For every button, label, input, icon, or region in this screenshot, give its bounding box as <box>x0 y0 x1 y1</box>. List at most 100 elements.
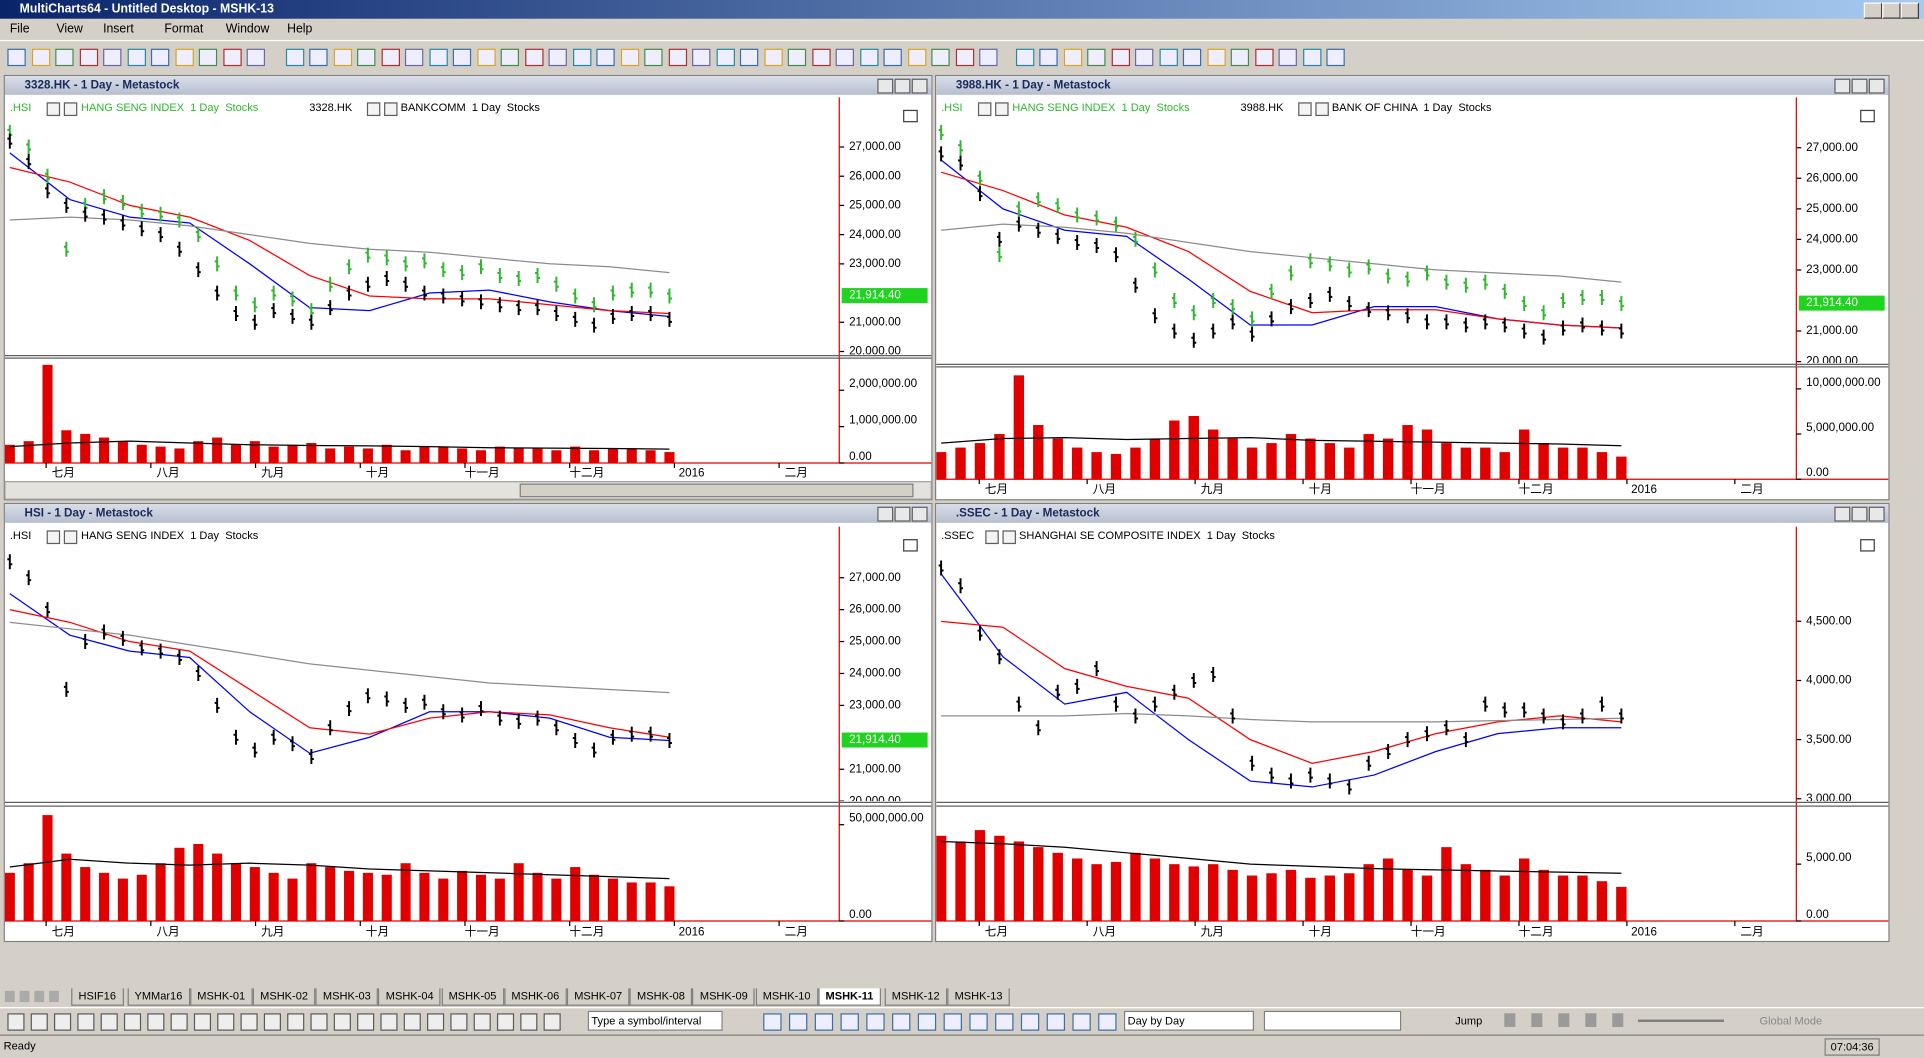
drawing-tool[interactable] <box>287 1013 305 1031</box>
toolbar-button[interactable] <box>955 48 974 67</box>
window-button[interactable] <box>877 506 894 522</box>
drawing-tool[interactable] <box>147 1013 165 1031</box>
desktop-tab[interactable]: MSHK-13 <box>947 988 1010 1006</box>
drawing-tool[interactable] <box>496 1013 515 1031</box>
tab-scroll-button[interactable] <box>34 990 45 1003</box>
window-button[interactable] <box>1900 2 1920 19</box>
toolbar-button[interactable] <box>1326 48 1345 67</box>
window-button[interactable] <box>1851 506 1868 522</box>
toolbar-button[interactable] <box>1072 1013 1091 1031</box>
drawing-tool[interactable] <box>100 1013 118 1031</box>
toolbar-button[interactable] <box>883 48 902 67</box>
desktop-tab[interactable]: MSHK-09 <box>692 988 756 1006</box>
toolbar-button[interactable] <box>1134 48 1154 67</box>
instrument-menu-button[interactable] <box>984 530 999 545</box>
toolbar-button[interactable] <box>380 48 400 67</box>
desktop-tab[interactable]: MSHK-10 <box>755 988 818 1006</box>
chart-options-icon[interactable] <box>1860 109 1875 123</box>
date-dropdown[interactable] <box>1263 1010 1402 1031</box>
toolbar-button[interactable] <box>787 48 807 67</box>
drawing-tool[interactable] <box>357 1013 375 1031</box>
window-button[interactable] <box>911 506 928 522</box>
instrument-menu-button[interactable] <box>1297 102 1312 117</box>
drawing-tool[interactable] <box>77 1013 95 1031</box>
toolbar-button[interactable] <box>1206 48 1226 67</box>
toolbar-button[interactable] <box>644 48 663 67</box>
toolbar-button[interactable] <box>1278 48 1297 67</box>
desktop-tab[interactable]: MSHK-04 <box>378 988 441 1006</box>
toolbar-button[interactable] <box>1015 48 1034 67</box>
toolbar-button[interactable] <box>763 48 783 67</box>
drawing-tool[interactable] <box>217 1013 235 1031</box>
toolbar-button[interactable] <box>995 1013 1014 1031</box>
instrument-menu-button[interactable] <box>1314 102 1329 117</box>
drawing-tool[interactable] <box>263 1013 281 1031</box>
toolbar-button[interactable] <box>285 48 304 67</box>
drawing-tool[interactable] <box>7 1013 25 1031</box>
desktop-tab[interactable]: MSHK-06 <box>504 988 567 1006</box>
window-button[interactable] <box>911 78 928 94</box>
toolbar-button[interactable] <box>692 48 711 67</box>
drawing-tool[interactable] <box>450 1013 468 1031</box>
desktop-tab[interactable]: MSHK-08 <box>629 988 693 1006</box>
toolbar-button[interactable] <box>917 1013 937 1031</box>
instrument-menu-button[interactable] <box>995 102 1009 117</box>
toolbar-button[interactable] <box>1020 1013 1040 1031</box>
drawing-tool[interactable] <box>310 1013 328 1031</box>
drawing-tool[interactable] <box>170 1013 188 1031</box>
toolbar-button[interactable] <box>596 48 615 67</box>
instrument-menu-button[interactable] <box>46 102 61 117</box>
tab-scroll-button[interactable] <box>49 990 59 1003</box>
menu-item[interactable]: Window <box>225 22 270 37</box>
playback-button[interactable] <box>1612 1013 1624 1028</box>
window-button[interactable] <box>1868 78 1885 94</box>
drawing-tool[interactable] <box>426 1013 445 1031</box>
drawing-tool[interactable] <box>403 1013 421 1031</box>
toolbar-button[interactable] <box>548 48 567 67</box>
resolution-dropdown[interactable]: Day by Day <box>1123 1010 1254 1031</box>
drawing-tool[interactable] <box>240 1013 258 1031</box>
drawing-tool[interactable] <box>473 1013 491 1031</box>
instrument-menu-button[interactable] <box>383 102 397 117</box>
drawing-tool[interactable] <box>53 1013 72 1031</box>
drawing-tool[interactable] <box>30 1013 48 1031</box>
menu-item[interactable]: File <box>9 22 30 37</box>
toolbar-button[interactable] <box>866 1013 885 1031</box>
desktop-tab[interactable]: MSHK-12 <box>884 988 948 1006</box>
chart-options-icon[interactable] <box>1860 539 1875 552</box>
toolbar-button[interactable] <box>1098 1013 1117 1031</box>
desktop-tab[interactable]: HSIF16 <box>71 988 124 1006</box>
toolbar-button[interactable] <box>500 48 520 67</box>
toolbar-button[interactable] <box>7 48 26 67</box>
toolbar-button[interactable] <box>55 48 74 67</box>
toolbar-button[interactable] <box>739 48 759 67</box>
window-button[interactable] <box>1882 2 1901 19</box>
toolbar-button[interactable] <box>174 48 194 67</box>
toolbar-button[interactable] <box>859 48 878 67</box>
toolbar-button[interactable] <box>1087 48 1106 67</box>
toolbar-button[interactable] <box>524 48 543 67</box>
drawing-tool[interactable] <box>543 1013 561 1031</box>
drawing-tool[interactable] <box>520 1013 538 1031</box>
toolbar-button[interactable] <box>620 48 639 67</box>
toolbar-button[interactable] <box>715 48 735 67</box>
toolbar-button[interactable] <box>835 48 854 67</box>
toolbar-button[interactable] <box>333 48 352 67</box>
playback-button[interactable] <box>1558 1013 1570 1028</box>
toolbar-button[interactable] <box>1182 48 1202 67</box>
window-button[interactable] <box>1834 78 1851 94</box>
toolbar-button[interactable] <box>668 48 687 67</box>
toolbar-button[interactable] <box>788 1013 808 1031</box>
drawing-tool[interactable] <box>193 1013 212 1031</box>
toolbar-button[interactable] <box>103 48 122 67</box>
drawing-tool[interactable] <box>380 1013 398 1031</box>
toolbar-button[interactable] <box>198 48 218 67</box>
toolbar-button[interactable] <box>357 48 376 67</box>
toolbar-button[interactable] <box>907 48 926 67</box>
toolbar-button[interactable] <box>572 48 591 67</box>
desktop-tab[interactable]: MSHK-03 <box>315 988 379 1006</box>
toolbar-button[interactable] <box>452 48 472 67</box>
chart-options-icon[interactable] <box>903 109 918 123</box>
menu-item[interactable]: Insert <box>103 22 134 37</box>
desktop-tab[interactable]: YMMar16 <box>127 988 190 1006</box>
